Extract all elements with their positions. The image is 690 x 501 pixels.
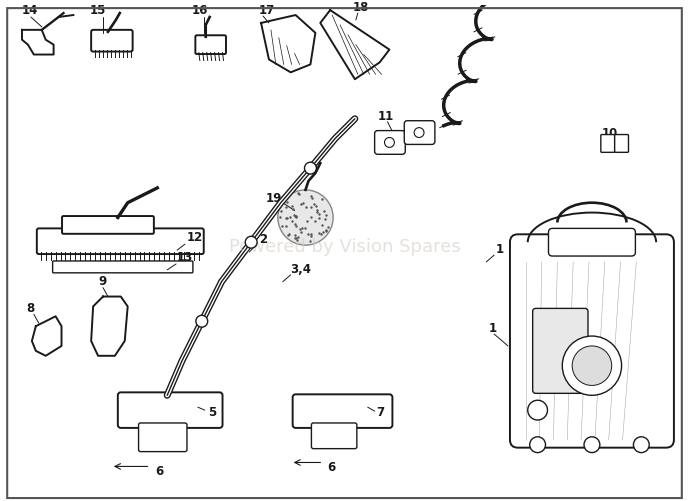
Text: 10: 10 [602,126,618,139]
Text: 11: 11 [377,110,394,123]
Text: 19: 19 [266,191,282,204]
Circle shape [530,437,546,453]
Polygon shape [320,11,389,80]
Text: 18: 18 [353,1,369,14]
FancyBboxPatch shape [404,121,435,145]
FancyBboxPatch shape [118,393,222,428]
Text: 17: 17 [259,4,275,17]
Polygon shape [22,31,54,56]
FancyBboxPatch shape [195,36,226,55]
Text: 5: 5 [208,405,216,418]
Polygon shape [91,297,128,356]
Text: 2: 2 [259,233,267,245]
FancyBboxPatch shape [91,31,132,53]
Circle shape [278,190,333,245]
FancyBboxPatch shape [601,135,615,153]
Circle shape [304,163,316,175]
Text: 15: 15 [90,4,106,17]
Circle shape [633,437,649,453]
Text: 1: 1 [496,242,504,256]
Text: 16: 16 [192,4,208,17]
Circle shape [384,138,395,148]
Text: 6: 6 [327,460,335,473]
FancyBboxPatch shape [52,262,193,273]
FancyBboxPatch shape [311,423,357,449]
Polygon shape [261,16,315,73]
FancyBboxPatch shape [139,423,187,452]
Text: 13: 13 [177,250,193,264]
Text: 3,4: 3,4 [290,263,312,275]
Text: 9: 9 [98,274,106,287]
FancyBboxPatch shape [615,135,629,153]
Text: 8: 8 [26,302,34,315]
Circle shape [414,128,424,138]
Circle shape [562,336,622,395]
Text: 6: 6 [155,464,164,477]
Text: Powered by Vision Spares: Powered by Vision Spares [229,237,461,256]
Text: 12: 12 [187,231,204,244]
Polygon shape [32,317,61,356]
FancyBboxPatch shape [533,309,588,394]
Text: 7: 7 [377,405,385,418]
Circle shape [584,437,600,453]
FancyBboxPatch shape [375,131,405,155]
FancyBboxPatch shape [549,229,635,257]
FancyBboxPatch shape [37,229,204,255]
Circle shape [528,400,547,420]
FancyBboxPatch shape [510,235,674,448]
Circle shape [245,237,257,248]
Circle shape [572,346,612,386]
Text: 1: 1 [489,322,496,335]
FancyBboxPatch shape [293,394,393,428]
FancyBboxPatch shape [62,216,154,234]
Text: 14: 14 [22,4,39,17]
Circle shape [196,316,208,328]
